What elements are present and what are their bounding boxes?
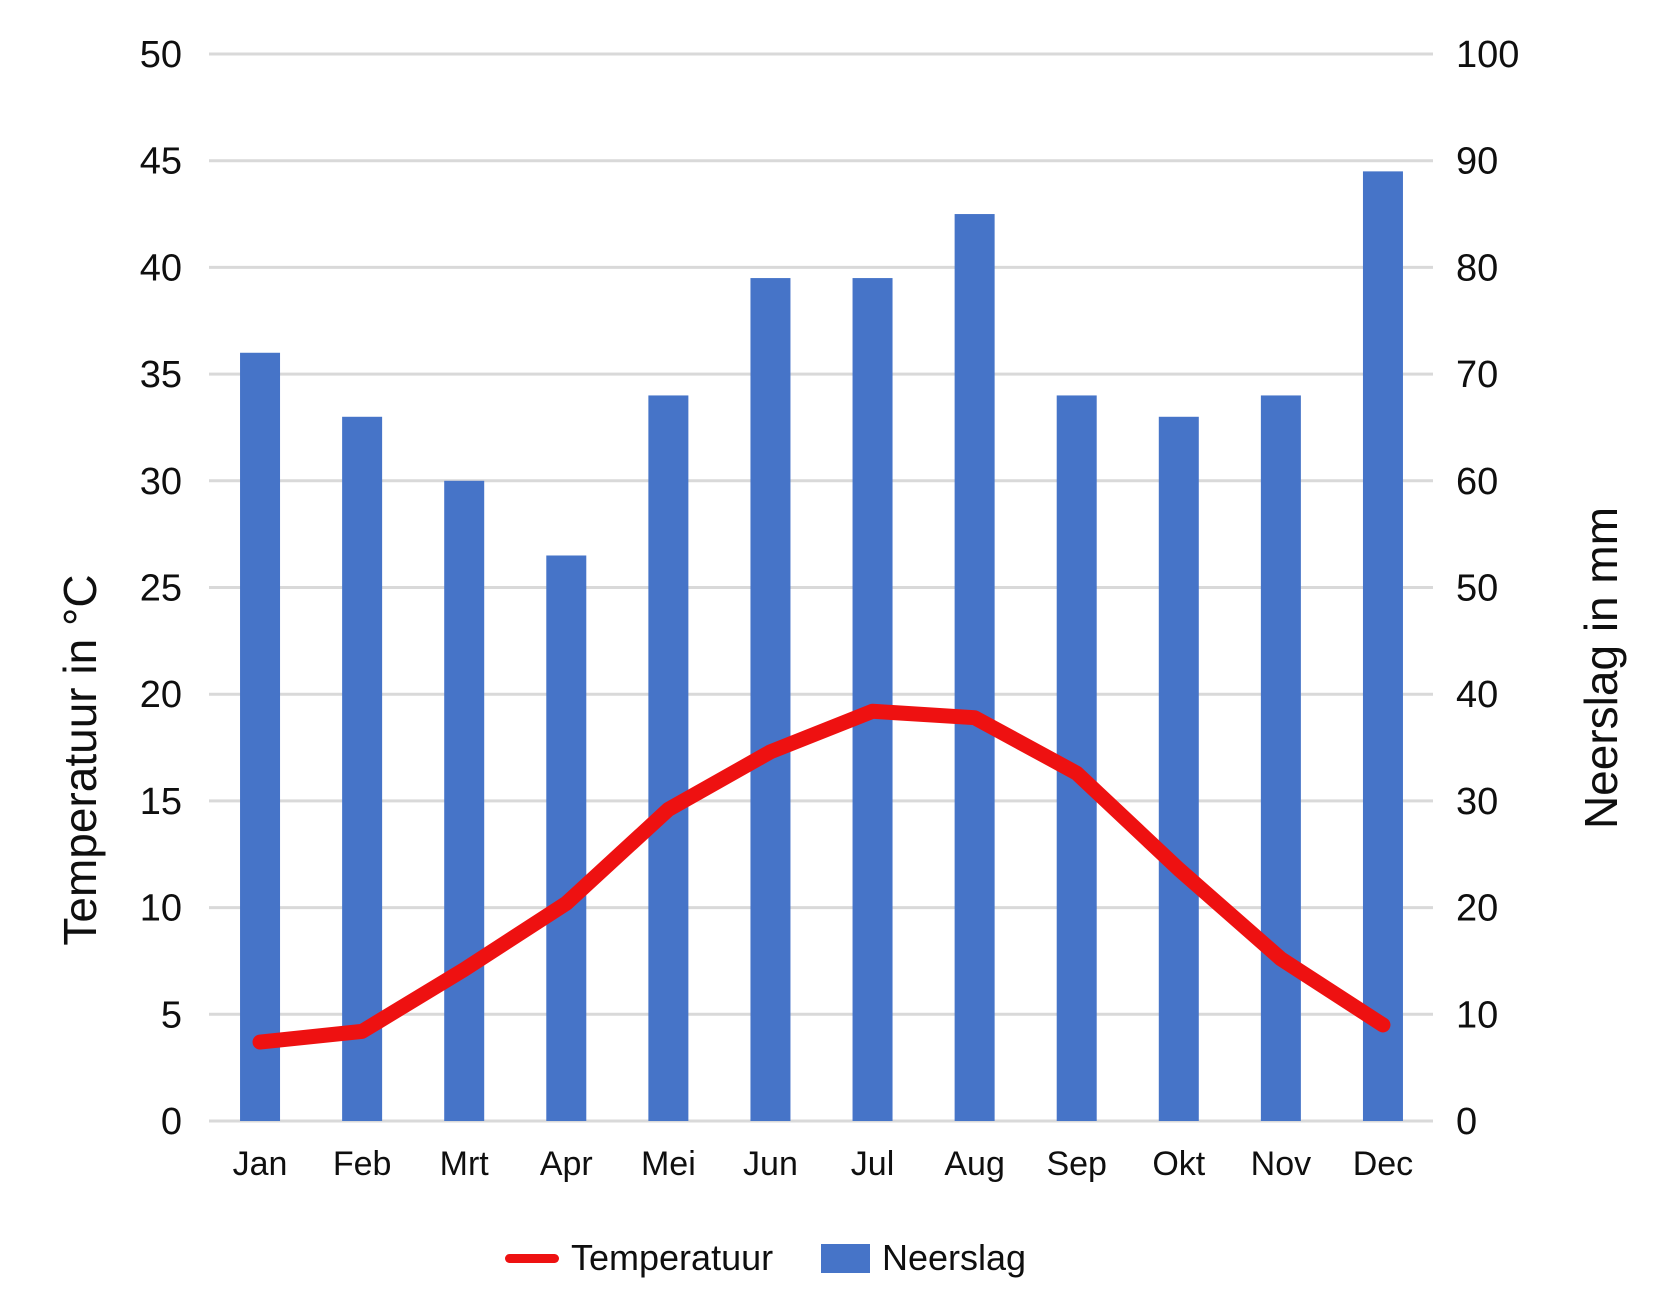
left-tick-label-40: 40 <box>140 247 182 289</box>
right-tick-label-80: 80 <box>1456 247 1498 289</box>
right-tick-label-100: 100 <box>1456 34 1519 76</box>
month-label-jun: Jun <box>743 1145 798 1183</box>
temperature-line-swatch <box>505 1253 559 1263</box>
bar-jan <box>240 352 281 1121</box>
left-tick-label-0: 0 <box>161 1101 182 1143</box>
bar-okt <box>1158 416 1199 1121</box>
right-tick-label-10: 10 <box>1456 994 1498 1036</box>
bar-jul <box>852 278 893 1121</box>
right-tick-label-30: 30 <box>1456 781 1498 823</box>
temperature-line <box>252 703 1391 1050</box>
bar-mei <box>648 395 689 1121</box>
bar-jun <box>750 278 791 1121</box>
month-label-nov: Nov <box>1251 1145 1311 1183</box>
left-tick-label-30: 30 <box>140 461 182 503</box>
left-tick-label-35: 35 <box>140 354 182 396</box>
left-tick-label-15: 15 <box>140 781 182 823</box>
legend-label-temperatuur: Temperatuur <box>571 1237 774 1278</box>
right-tick-label-40: 40 <box>1456 674 1498 716</box>
month-label-okt: Okt <box>1152 1145 1205 1183</box>
month-label-mrt: Mrt <box>440 1145 490 1183</box>
right-tick-label-50: 50 <box>1456 568 1498 610</box>
right-tick-label-70: 70 <box>1456 354 1498 396</box>
left-tick-label-45: 45 <box>140 141 182 183</box>
legend-item-temperatuur: Temperatuur <box>505 1237 774 1278</box>
bar-apr <box>546 555 587 1121</box>
right-tick-label-0: 0 <box>1456 1101 1477 1143</box>
month-label-aug: Aug <box>944 1145 1005 1183</box>
bar-dec <box>1362 171 1403 1121</box>
month-label-jan: Jan <box>233 1145 288 1183</box>
month-label-apr: Apr <box>540 1145 593 1183</box>
left-tick-label-50: 50 <box>140 34 182 76</box>
left-axis-title: Temperatuur in °C <box>54 574 106 946</box>
month-label-dec: Dec <box>1353 1145 1413 1183</box>
left-tick-label-10: 10 <box>140 888 182 930</box>
legend-item-neerslag: Neerslag <box>821 1237 1027 1278</box>
left-tick-label-25: 25 <box>140 568 182 610</box>
left-tick-label-5: 5 <box>161 994 182 1036</box>
precipitation-bar-swatch <box>821 1243 870 1273</box>
bar-nov <box>1260 395 1301 1121</box>
right-tick-label-60: 60 <box>1456 461 1498 503</box>
month-label-mei: Mei <box>641 1145 696 1183</box>
right-axis-title: Neerslag in mm <box>1575 506 1627 830</box>
bar-mrt <box>444 480 485 1121</box>
month-label-sep: Sep <box>1046 1145 1107 1183</box>
month-label-feb: Feb <box>333 1145 392 1183</box>
month-label-jul: Jul <box>851 1145 894 1183</box>
right-tick-label-90: 90 <box>1456 141 1498 183</box>
bar-aug <box>954 214 995 1122</box>
bar-feb <box>342 416 383 1121</box>
right-tick-label-20: 20 <box>1456 888 1498 930</box>
legend-label-neerslag: Neerslag <box>882 1237 1027 1278</box>
left-tick-label-20: 20 <box>140 674 182 716</box>
